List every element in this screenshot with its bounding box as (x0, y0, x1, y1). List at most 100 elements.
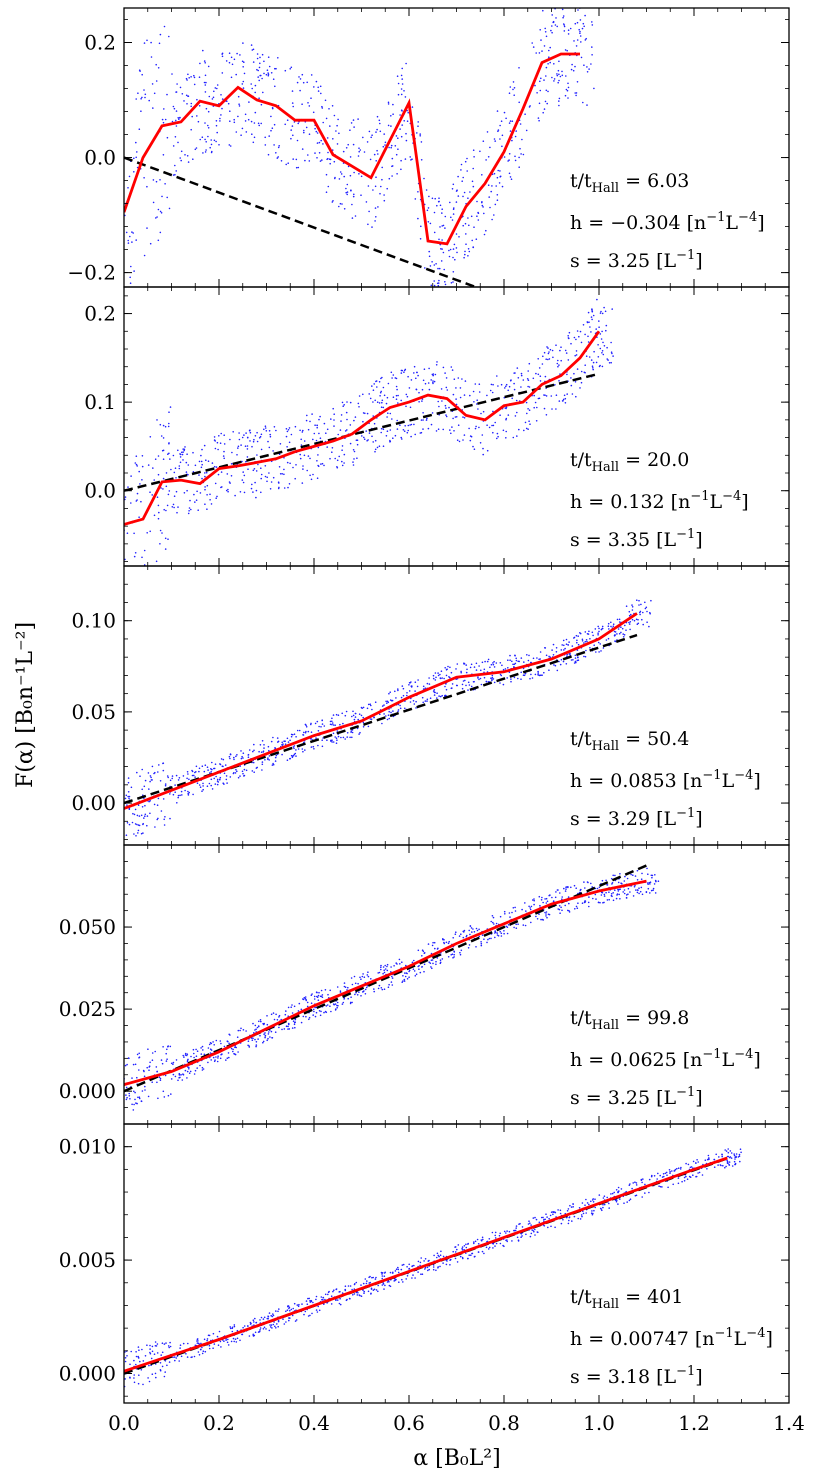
scatter-point (281, 744, 283, 746)
scatter-point (432, 1266, 435, 1268)
scatter-point (298, 1303, 300, 1306)
scatter-point (613, 630, 616, 633)
scatter-point (249, 431, 252, 434)
scatter-point (275, 429, 277, 432)
scatter-point (479, 150, 481, 153)
scatter-point (347, 143, 350, 146)
scatter-point (558, 73, 560, 76)
scatter-point (500, 383, 503, 386)
scatter-point (277, 1310, 279, 1313)
scatter-point (335, 1288, 338, 1291)
scatter-point (522, 153, 525, 156)
scatter-point (241, 83, 244, 85)
scatter-point (406, 120, 409, 122)
scatter-point (304, 159, 306, 162)
scatter-point (495, 922, 498, 925)
scatter-point (330, 739, 332, 742)
scatter-point (505, 117, 507, 120)
scatter-point (518, 166, 520, 168)
scatter-point (222, 455, 225, 457)
scatter-point (138, 1349, 140, 1351)
scatter-point (471, 931, 473, 933)
scatter-point (162, 1046, 164, 1048)
scatter-point (200, 1047, 202, 1049)
scatter-point (263, 744, 265, 746)
scatter-point (441, 958, 444, 960)
scatter-point (153, 772, 155, 775)
scatter-point (308, 133, 311, 135)
scatter-point (172, 174, 175, 176)
scatter-point (504, 387, 506, 389)
scatter-point (508, 172, 511, 175)
scatter-point (635, 1184, 638, 1186)
scatter-point (505, 437, 507, 439)
scatter-point (261, 53, 264, 56)
scatter-point (612, 355, 614, 357)
scatter-point (304, 731, 307, 734)
scatter-point (265, 430, 268, 432)
scatter-point (308, 105, 311, 107)
scatter-point (320, 139, 323, 142)
scatter-point (164, 1074, 167, 1077)
scatter-point (315, 439, 318, 442)
scatter-point (544, 100, 547, 103)
scatter-point (205, 471, 208, 474)
scatter-point (362, 706, 365, 709)
scatter-point (164, 1360, 167, 1362)
scatter-point (622, 891, 624, 893)
scatter-point (137, 1096, 139, 1099)
scatter-point (514, 910, 517, 912)
scatter-point (309, 474, 311, 477)
scatter-point (624, 624, 626, 627)
scatter-point (132, 812, 134, 815)
scatter-point (441, 225, 444, 227)
scatter-point (397, 394, 399, 397)
scatter-point (272, 1323, 275, 1326)
scatter-point (241, 436, 244, 439)
scatter-point (286, 737, 289, 740)
scatter-point (316, 142, 319, 144)
scatter-point (239, 1029, 241, 1032)
scatter-point (564, 904, 566, 907)
scatter-point (502, 683, 505, 686)
scatter-point (483, 676, 486, 679)
scatter-point (327, 151, 329, 154)
scatter-point (487, 184, 490, 186)
scatter-point (157, 1097, 159, 1100)
scatter-point (334, 1003, 337, 1005)
scatter-point (432, 941, 434, 944)
scatter-point (651, 1174, 653, 1177)
scatter-point (468, 944, 471, 946)
scatter-point (263, 72, 265, 75)
scatter-point (318, 725, 320, 728)
scatter-point (438, 279, 440, 282)
scatter-point (677, 1177, 680, 1179)
scatter-point (262, 1328, 265, 1330)
scatter-point (540, 899, 543, 901)
scatter-point (275, 754, 278, 757)
scatter-point (198, 1354, 201, 1356)
scatter-point (294, 1018, 297, 1021)
scatter-point (141, 788, 143, 791)
scatter-point (310, 1300, 313, 1303)
scatter-point (211, 788, 214, 790)
scatter-point (591, 365, 594, 368)
scatter-point (411, 106, 414, 108)
scatter-point (316, 157, 318, 159)
fit-line (124, 156, 480, 287)
scatter-point (167, 425, 170, 428)
scatter-point (464, 679, 466, 682)
scatter-point (591, 46, 593, 48)
scatter-point (620, 631, 622, 634)
scatter-point (205, 107, 208, 110)
scatter-point (647, 887, 650, 890)
scatter-point (429, 265, 432, 267)
scatter-point (559, 1209, 562, 1212)
scatter-point (250, 44, 253, 46)
scatter-point (294, 477, 297, 480)
scatter-point (354, 712, 357, 715)
scatter-point (464, 250, 466, 253)
scatter-point (567, 335, 569, 337)
scatter-point (280, 160, 283, 162)
scatter-point (487, 658, 490, 661)
